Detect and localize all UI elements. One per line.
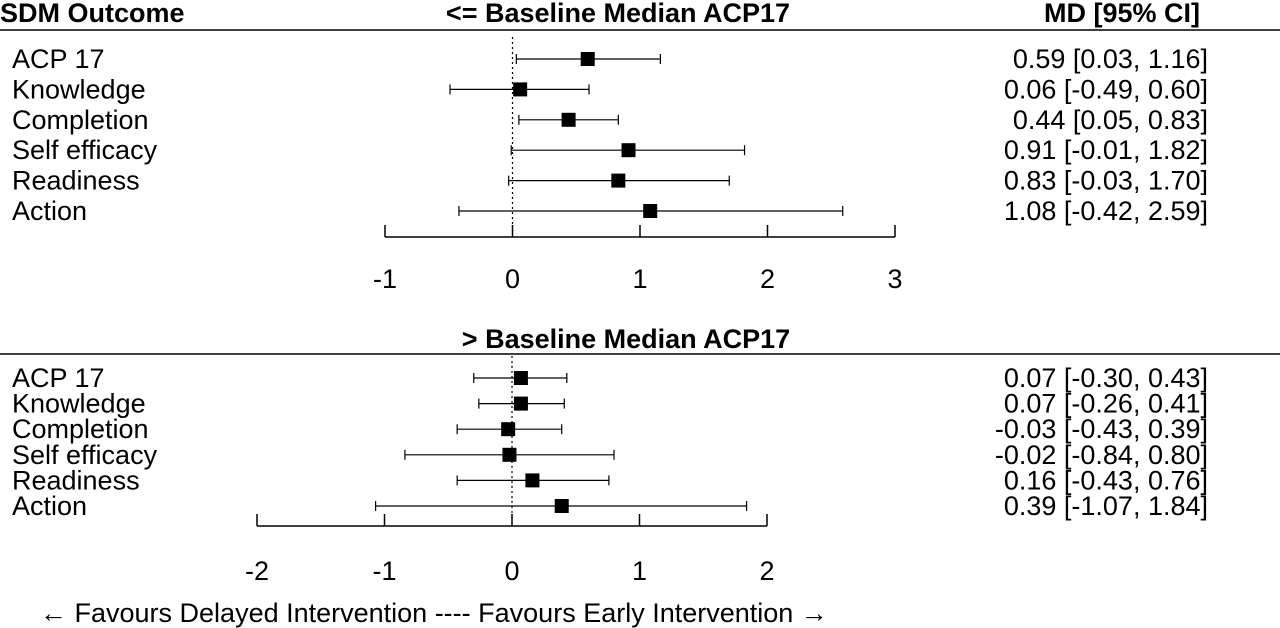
x-tick-label: -1 bbox=[373, 264, 397, 294]
point-estimate bbox=[643, 204, 658, 218]
x-tick-label: 0 bbox=[505, 264, 520, 294]
row-label: Completion bbox=[12, 414, 149, 444]
row-ci-text: 1.08 [-0.42, 2.59] bbox=[1004, 196, 1208, 226]
x-tick-label: -1 bbox=[372, 556, 396, 586]
row-ci-text: 0.07 [-0.30, 0.43] bbox=[1004, 363, 1208, 393]
row-ci-text: 0.16 [-0.43, 0.76] bbox=[1004, 465, 1208, 495]
forest-panel-2: -2 -1 0 1 2 ACP 17 0.07 [-0.30, 0.43] Knowledge… bbox=[12, 356, 1208, 586]
x-tick-label: 1 bbox=[632, 556, 647, 586]
forest-panel-1: -1 0 1 2 3 ACP 17 0.59 [0.03, 1.16] Knowledge 0.… bbox=[12, 37, 1208, 294]
point-estimate bbox=[580, 52, 595, 66]
row-label: Completion bbox=[12, 105, 149, 135]
favours-footer: ← Favours Delayed Intervention ---- Favo… bbox=[40, 598, 828, 628]
row-label: Action bbox=[12, 491, 87, 521]
panel2-title: > Baseline Median ACP17 bbox=[462, 324, 790, 354]
row-ci-text: 0.06 [-0.49, 0.60] bbox=[1004, 74, 1208, 104]
point-estimate bbox=[502, 447, 517, 462]
header-md: MD [95% CI] bbox=[1044, 0, 1200, 28]
row-label: Self efficacy bbox=[12, 135, 158, 165]
x-tick-label: -2 bbox=[245, 556, 269, 586]
row-label: Readiness bbox=[12, 465, 140, 495]
point-estimate bbox=[561, 112, 576, 127]
x-tick-label: 3 bbox=[887, 264, 902, 294]
row-ci-text: 0.39 [-1.07, 1.84] bbox=[1004, 491, 1208, 521]
x-tick-label: 2 bbox=[760, 264, 775, 294]
point-estimate bbox=[611, 173, 626, 188]
panel1-title: <= Baseline Median ACP17 bbox=[446, 0, 790, 28]
row-label: Knowledge bbox=[12, 74, 146, 104]
point-estimate bbox=[513, 82, 528, 97]
row-ci-text: -0.03 [-0.43, 0.39] bbox=[995, 414, 1208, 444]
row-ci-text: 0.44 [0.05, 0.83] bbox=[1013, 105, 1208, 135]
row-ci-text: 0.83 [-0.03, 1.70] bbox=[1004, 166, 1208, 196]
x-tick-label: 2 bbox=[759, 556, 774, 586]
row-ci-text: 0.07 [-0.26, 0.41] bbox=[1004, 389, 1208, 419]
row-label: ACP 17 bbox=[12, 44, 105, 74]
row-label: Self efficacy bbox=[12, 440, 158, 470]
row-label: Knowledge bbox=[12, 389, 146, 419]
header-outcome: SDM Outcome bbox=[0, 0, 185, 28]
row-label: ACP 17 bbox=[12, 363, 105, 393]
point-estimate bbox=[621, 143, 636, 158]
row-ci-text: 0.59 [0.03, 1.16] bbox=[1013, 44, 1208, 74]
point-estimate bbox=[525, 473, 540, 488]
point-estimate bbox=[513, 371, 528, 385]
x-tick-label: 1 bbox=[632, 264, 647, 294]
point-estimate bbox=[513, 396, 528, 411]
x-tick-label: 0 bbox=[504, 556, 519, 586]
row-label: Action bbox=[12, 196, 87, 226]
forest-panels: -1 0 1 2 3 ACP 17 0.59 [0.03, 1.16] Knowledge 0.… bbox=[12, 37, 1208, 586]
row-label: Readiness bbox=[12, 166, 140, 196]
row-ci-text: -0.02 [-0.84, 0.80] bbox=[995, 440, 1208, 470]
row-ci-text: 0.91 [-0.01, 1.82] bbox=[1004, 135, 1208, 165]
point-estimate bbox=[501, 422, 516, 437]
point-estimate bbox=[554, 499, 569, 513]
